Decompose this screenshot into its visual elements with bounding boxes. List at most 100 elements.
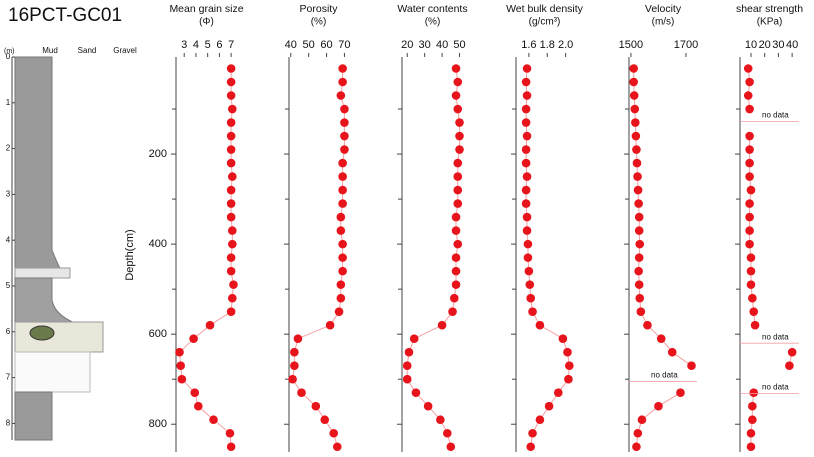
data-point xyxy=(338,253,347,262)
data-point xyxy=(745,172,754,181)
data-point xyxy=(521,199,531,208)
core-depth-label: 3 xyxy=(6,190,11,199)
data-point xyxy=(226,185,236,195)
data-point xyxy=(338,185,347,195)
x-tick-label: 6 xyxy=(216,39,222,51)
data-point xyxy=(563,347,572,357)
data-point xyxy=(228,239,237,249)
data-point xyxy=(743,64,753,73)
data-point xyxy=(290,347,299,357)
y-axis-label: Depth(cm) xyxy=(124,229,136,280)
data-point xyxy=(175,347,184,357)
data-point xyxy=(748,401,757,411)
data-point xyxy=(338,77,347,87)
data-point xyxy=(631,131,641,141)
data-point xyxy=(523,253,533,262)
data-point xyxy=(437,320,447,330)
data-point xyxy=(449,293,459,303)
panel-unit: (%) xyxy=(311,17,327,28)
x-tick-label: 20 xyxy=(759,39,771,51)
x-tick-label: 50 xyxy=(303,39,315,51)
data-point xyxy=(654,401,663,411)
data-point xyxy=(225,428,235,438)
data-point xyxy=(522,91,532,100)
data-point xyxy=(290,361,299,370)
data-point xyxy=(453,77,463,87)
x-tick-label: 7 xyxy=(228,39,234,51)
data-point xyxy=(676,388,685,398)
data-point xyxy=(311,401,321,411)
data-point xyxy=(340,131,349,141)
data-point xyxy=(522,64,532,73)
data-point xyxy=(632,145,641,154)
data-point xyxy=(453,104,463,114)
data-point xyxy=(448,307,457,316)
panel-title: shear strength xyxy=(736,3,803,15)
chart-title: 16PCT-GC01 xyxy=(8,5,122,26)
data-point xyxy=(521,77,531,87)
data-point xyxy=(288,374,297,384)
data-point xyxy=(340,118,349,127)
annotation: no data xyxy=(762,332,789,341)
data-point xyxy=(423,401,433,411)
core-column-label: Gravel xyxy=(113,46,137,55)
data-point xyxy=(746,280,756,289)
data-point xyxy=(629,77,638,87)
data-point xyxy=(453,185,463,195)
data-point xyxy=(190,388,200,398)
y-tick-label: 200 xyxy=(149,148,167,160)
data-point xyxy=(558,334,568,343)
panel-title: Velocity xyxy=(645,3,682,15)
data-point xyxy=(228,172,237,181)
annotation: no data xyxy=(762,111,789,120)
data-point xyxy=(634,280,644,289)
data-point xyxy=(535,415,545,425)
annotation: no data xyxy=(651,371,678,380)
data-point xyxy=(193,401,203,411)
data-point xyxy=(455,118,464,127)
data-point xyxy=(522,212,532,222)
x-tick-label: 50 xyxy=(453,39,465,51)
data-point xyxy=(667,347,677,357)
panel-unit: (g/cm³) xyxy=(529,17,561,28)
data-point xyxy=(565,361,574,370)
data-point xyxy=(329,428,338,438)
data-point xyxy=(205,320,215,330)
data-point xyxy=(748,293,757,303)
panel-title: Wet bulk density xyxy=(506,3,584,15)
core-column-label: Mud xyxy=(42,46,58,55)
data-point xyxy=(746,185,756,195)
data-point xyxy=(226,307,236,316)
data-point xyxy=(411,388,421,398)
data-point xyxy=(630,104,640,114)
data-point xyxy=(521,104,531,114)
x-tick-label: 1500 xyxy=(619,39,643,51)
core-unit: (m) xyxy=(4,48,15,55)
data-point xyxy=(451,226,461,235)
core-depth-label: 7 xyxy=(6,373,11,382)
data-point xyxy=(226,212,236,222)
data-point xyxy=(746,253,756,262)
data-point xyxy=(338,64,347,73)
data-point xyxy=(453,199,463,208)
data-point xyxy=(453,172,463,181)
panel-unit: (Φ) xyxy=(199,17,214,28)
annotation: no data xyxy=(762,383,789,392)
data-point xyxy=(633,172,642,181)
core-depth-label: 2 xyxy=(6,144,11,153)
x-tick-label: 4 xyxy=(193,39,199,51)
y-tick-label: 600 xyxy=(149,328,167,340)
data-point xyxy=(745,77,754,87)
data-point xyxy=(745,212,754,222)
data-point xyxy=(336,293,346,303)
data-point xyxy=(455,131,464,141)
data-point xyxy=(544,401,554,411)
x-tick-label: 1.8 xyxy=(540,39,555,51)
data-point xyxy=(226,64,236,73)
x-tick-label: 40 xyxy=(786,39,798,51)
data-point xyxy=(522,172,532,181)
data-point xyxy=(521,145,531,154)
data-point xyxy=(229,280,238,289)
